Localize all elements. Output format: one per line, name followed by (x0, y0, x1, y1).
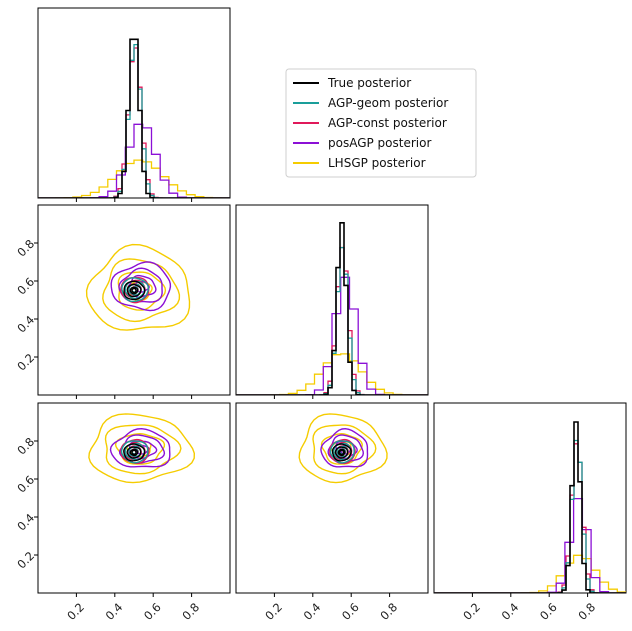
contour-posagp-posterior (320, 427, 369, 468)
plot-panels (34, 7, 627, 597)
contour-posagp-posterior (118, 267, 163, 303)
histogram-true-posterior (38, 38, 230, 198)
x-tick-labels: 0.2 0.4 0.6 0.8 0.2 0.4 0.6 0.8 0.2 0.4 0.6 0.8 (64, 600, 598, 623)
x-tick-label: 0.6 (537, 600, 560, 623)
contour-true-posterior (126, 446, 142, 459)
y-tick-label: 0.6 (14, 473, 37, 496)
contour-true-posterior (337, 448, 346, 457)
legend-label: True posterior (327, 76, 411, 90)
x-tick-label: 0.2 (64, 600, 87, 623)
x-tick-label: 0.4 (103, 600, 126, 623)
y-tick-label: 0.2 (14, 549, 37, 572)
panel-r2-c1 (235, 402, 429, 594)
contour-agp-geom-posterior (121, 277, 150, 303)
contour-lhsgp-posterior (114, 432, 166, 465)
contour-agp-geom-posterior (329, 440, 355, 464)
x-tick-label: 0.6 (141, 600, 164, 623)
contour-true-posterior (123, 280, 146, 301)
contour-lhsgp-posterior (312, 424, 377, 475)
contour-true-posterior (123, 443, 146, 462)
contour-true-posterior (131, 287, 137, 294)
contour-agp-geom-posterior (128, 283, 142, 296)
panel-frame (235, 402, 429, 594)
panel-r2-c2 (433, 402, 627, 594)
contour-lhsgp-posterior (85, 243, 191, 331)
histogram-agp-const-posterior (38, 47, 230, 198)
contour-true-posterior (338, 449, 345, 456)
contour-true-posterior (126, 283, 142, 298)
histogram-true-posterior (434, 421, 626, 593)
x-tick-label: 0.2 (262, 600, 285, 623)
contour-true-posterior (129, 448, 139, 457)
contour-agp-geom-posterior (124, 280, 145, 300)
legend-label: posAGP posterior (328, 136, 431, 150)
contour-agp-const-posterior (120, 276, 150, 304)
y-tick-label: 0.2 (14, 351, 37, 374)
histogram-lhsgp-posterior (38, 159, 230, 198)
x-tick-label: 0.8 (575, 600, 598, 623)
x-tick-label: 0.6 (339, 600, 362, 623)
legend: True posterior AGP-geom posterior AGP-cons… (285, 68, 477, 178)
histogram-true-posterior (236, 222, 428, 395)
contour-agp-geom-posterior (120, 440, 149, 464)
x-tick-label: 0.4 (499, 600, 522, 623)
panel-frame (433, 402, 627, 594)
histogram-agp-geom-posterior (38, 43, 230, 198)
x-tick-label: 0.2 (460, 600, 483, 623)
histogram-posagp-posterior (434, 497, 626, 593)
histogram-lhsgp-posterior (434, 554, 626, 593)
contour-lhsgp-posterior (298, 413, 388, 484)
contour-true-posterior (129, 286, 139, 295)
panel-r1-c1 (235, 204, 429, 396)
y-tick-label: 0.4 (14, 313, 37, 336)
y-tick-label: 0.8 (14, 237, 37, 260)
y-tick-labels: 0.2 0.4 0.6 0.8 0.2 0.4 0.6 0.8 (14, 237, 37, 572)
panel-frame (37, 7, 231, 199)
contour-posagp-posterior (109, 427, 171, 468)
contour-posagp-posterior (118, 434, 166, 464)
contour-true-posterior (131, 449, 137, 456)
panel-r2-c0 (37, 402, 231, 594)
contour-true-posterior (334, 446, 349, 459)
panel-frame (37, 204, 231, 396)
panel-frame (37, 402, 231, 594)
histogram-agp-geom-posterior (434, 439, 626, 593)
legend-label: AGP-const posterior (328, 116, 447, 130)
legend-box (285, 68, 477, 178)
x-tick-label: 0.8 (377, 600, 400, 623)
legend-label: AGP-geom posterior (328, 96, 448, 110)
contour-posagp-posterior (110, 261, 172, 312)
contour-true-posterior (331, 443, 352, 462)
contour-lhsgp-posterior (320, 432, 363, 465)
panel-r1-c0 (37, 204, 231, 396)
panel-frame (235, 204, 429, 396)
y-tick-label: 0.4 (14, 511, 37, 534)
y-tick-label: 0.8 (14, 435, 37, 458)
x-tick-label: 0.8 (179, 600, 202, 623)
contour-posagp-posterior (327, 434, 365, 464)
histogram-agp-const-posterior (434, 443, 626, 593)
y-tick-label: 0.6 (14, 275, 37, 298)
contour-lhsgp-posterior (104, 424, 182, 475)
x-tick-label: 0.4 (301, 600, 324, 623)
legend-label: LHSGP posterior (328, 156, 426, 170)
contour-lhsgp-posterior (88, 413, 196, 484)
panel-r0-c0 (37, 7, 231, 199)
